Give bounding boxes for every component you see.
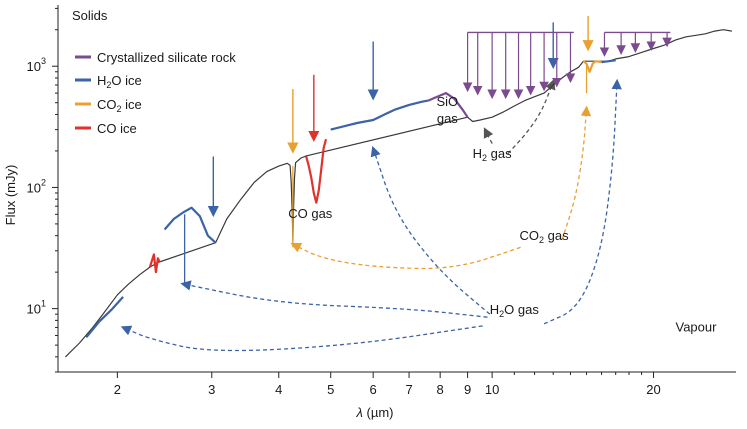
annotation-h2_gas: H2 gas xyxy=(473,146,512,163)
x-axis-label: λ (µm) xyxy=(356,405,394,420)
legend-entry-h2o: H2O ice xyxy=(75,73,142,90)
silicate-forest-0 xyxy=(462,31,576,100)
legend-title: Solids xyxy=(72,8,108,23)
x-tick-label: 5 xyxy=(327,382,334,397)
absorption-lines xyxy=(183,63,588,284)
gas-arrow-h2o_gas_4 xyxy=(543,78,622,325)
annotation-co2_gas: CO2 gas xyxy=(520,228,570,245)
annotation-h2o_gas: H2O gas xyxy=(490,302,540,319)
legend: Solids Crystallized silicate rock H2O ic… xyxy=(72,8,236,136)
legend-label: Crystallized silicate rock xyxy=(97,50,236,65)
x-tick-label: 2 xyxy=(114,382,121,397)
legend-label-rest: ice xyxy=(122,97,142,112)
x-tick-label: 7 xyxy=(405,382,412,397)
x-tick-label: 4 xyxy=(275,382,282,397)
x-axis-label-var: λ xyxy=(356,405,363,420)
gas-arrow-h2_gas_up1 xyxy=(483,127,494,144)
legend-label: H2O ice xyxy=(97,73,142,90)
legend-entry-co: CO ice xyxy=(75,121,137,136)
series-h2o_3 xyxy=(330,99,429,131)
series-co2_1 xyxy=(582,60,602,73)
legend-label-main: H xyxy=(97,73,106,88)
x-tick-label: 8 xyxy=(437,382,444,397)
y-axis-ticks: 101 102 103 xyxy=(27,7,58,373)
annotation-sio_gas_1: SiO xyxy=(436,94,458,109)
x-tick-label: 3 xyxy=(208,382,215,397)
gas-arrow-co2_gas_1 xyxy=(290,243,521,270)
legend-label-sub: 2 xyxy=(117,104,122,114)
annotations: CO gas SiO gas H2 gas CO2 gas H2O gas Vapour xyxy=(288,94,717,334)
silicate-forest-1 xyxy=(599,31,672,57)
x-axis-ticks: 2 3 4 5 6 7 8 9 10 20 xyxy=(114,372,661,397)
y-axis-label: Flux (mJy) xyxy=(3,165,18,226)
gas-arrow-co2_gas_2 xyxy=(561,105,592,240)
gas-arrows xyxy=(120,78,622,352)
annotation-sio_gas_2: gas xyxy=(437,111,458,126)
spectrum-series xyxy=(64,29,732,358)
y-tick-label: 103 xyxy=(27,56,46,74)
series-co_1 xyxy=(148,253,161,274)
x-axis-label-unit: (µm) xyxy=(363,405,394,420)
series-co_2 xyxy=(305,138,328,204)
legend-entry-co2: CO2 ice xyxy=(75,97,142,114)
legend-label-sub: 2 xyxy=(106,80,111,90)
gas-arrow-h2o_gas_2 xyxy=(180,280,488,318)
silicate-arrow-forests xyxy=(462,31,672,100)
series-continuum xyxy=(64,29,732,358)
series-h2o_4 xyxy=(601,59,616,64)
series-h2o_1 xyxy=(85,296,124,339)
gas-arrow-h2o_gas_1 xyxy=(370,145,491,315)
x-tick-label: 6 xyxy=(370,382,377,397)
y-tick-label: 101 xyxy=(27,299,46,317)
annotation-co_gas: CO gas xyxy=(288,206,333,221)
legend-label: CO2 ice xyxy=(97,97,142,114)
x-tick-label: 20 xyxy=(646,382,660,397)
legend-label: CO ice xyxy=(97,121,137,136)
y-tick-label: 102 xyxy=(27,177,46,195)
legend-label-main: CO xyxy=(97,97,117,112)
ice-feature-arrows xyxy=(207,15,594,218)
annotation-vapour: Vapour xyxy=(675,319,717,334)
x-tick-label: 10 xyxy=(485,382,499,397)
legend-entry-silicate: Crystallized silicate rock xyxy=(75,50,236,65)
gas-arrow-h2_gas_up2 xyxy=(507,78,556,155)
series-silicate_1 xyxy=(427,91,469,118)
legend-label-rest: O ice xyxy=(111,73,141,88)
x-tick-label: 9 xyxy=(464,382,471,397)
gas-arrow-h2o_gas_3 xyxy=(120,325,483,352)
series-h2o_2 xyxy=(163,206,217,244)
